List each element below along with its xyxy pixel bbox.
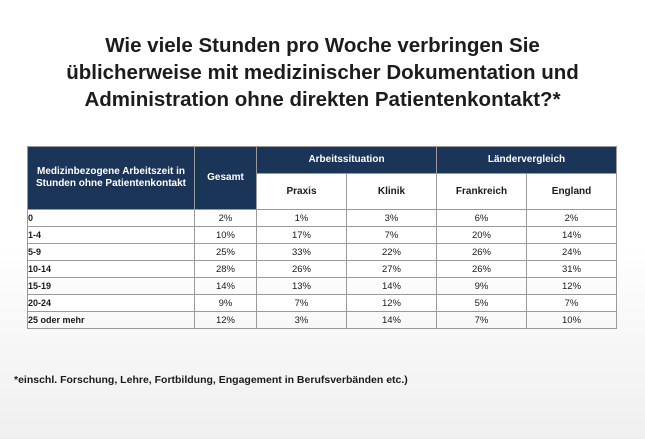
row-label: 0 [27, 209, 195, 227]
value-cell: 2% [525, 209, 618, 227]
value-cell: 22% [346, 243, 437, 261]
table-row: 5-9 25% 33% 22% 26% 24% [27, 243, 618, 261]
value-cell: 9% [436, 277, 527, 295]
footnote: *einschl. Forschung, Lehre, Fortbildung,… [14, 374, 408, 386]
value-cell: 25% [194, 243, 257, 261]
column-header-frankreich: Frankreich [436, 173, 527, 210]
value-cell: 7% [525, 294, 618, 312]
table-row: 15-19 14% 13% 14% 9% 12% [27, 277, 618, 295]
value-cell: 17% [256, 226, 347, 244]
value-cell: 12% [346, 294, 437, 312]
value-cell: 28% [194, 260, 257, 278]
row-label: 1-4 [27, 226, 195, 244]
table-row: 0 2% 1% 3% 6% 2% [27, 209, 618, 227]
value-cell: 26% [436, 243, 527, 261]
row-label: 20-24 [27, 294, 195, 312]
title-line: Wie viele Stunden pro Woche verbringen S… [105, 34, 540, 57]
value-cell: 2% [194, 209, 257, 227]
value-cell: 3% [346, 209, 437, 227]
value-cell: 13% [256, 277, 347, 295]
value-cell: 33% [256, 243, 347, 261]
column-header-praxis: Praxis [256, 173, 347, 210]
column-header-england: England [525, 173, 618, 210]
value-cell: 7% [346, 226, 437, 244]
row-label: 5-9 [27, 243, 195, 261]
header-row-groups: Medizinbezogene Arbeitszeit in Stunden o… [27, 146, 618, 210]
row-header-cell: Medizinbezogene Arbeitszeit in Stunden o… [27, 146, 195, 210]
value-cell: 1% [256, 209, 347, 227]
row-label: 25 oder mehr [27, 311, 195, 329]
value-cell: 7% [256, 294, 347, 312]
table-row: 25 oder mehr 12% 3% 14% 7% 10% [27, 311, 618, 329]
value-cell: 5% [436, 294, 527, 312]
value-cell: 14% [194, 277, 257, 295]
header-row-columns: Praxis Klinik Frankreich England [28, 173, 618, 210]
total-header-cell: Gesamt [194, 146, 257, 210]
value-cell: 27% [346, 260, 437, 278]
value-cell: 26% [436, 260, 527, 278]
column-header-klinik: Klinik [346, 173, 437, 210]
value-cell: 9% [194, 294, 257, 312]
title-line: Administration ohne direkten Patientenko… [84, 88, 561, 111]
group-header-arbeitssituation: Arbeitssituation [256, 146, 437, 174]
table-row: 10-14 28% 26% 27% 26% 31% [27, 260, 618, 278]
row-label: 10-14 [27, 260, 195, 278]
value-cell: 24% [525, 243, 618, 261]
value-cell: 3% [256, 311, 347, 329]
value-cell: 12% [525, 277, 618, 295]
table-row: 20-24 9% 7% 12% 5% 7% [27, 294, 618, 312]
table-body: 0 2% 1% 3% 6% 2% 1-4 10% 17% 7% 20% 14% 5-9 25% 33% 22%… [27, 209, 618, 329]
table-row: 1-4 10% 17% 7% 20% 14% [27, 226, 618, 244]
title-line: üblicherweise mit medizinischer Dokument… [66, 61, 579, 84]
value-cell: 26% [256, 260, 347, 278]
value-cell: 14% [346, 277, 437, 295]
value-cell: 20% [436, 226, 527, 244]
value-cell: 14% [525, 226, 618, 244]
value-cell: 12% [194, 311, 257, 329]
survey-table: Medizinbezogene Arbeitszeit in Stunden o… [27, 146, 618, 329]
value-cell: 10% [525, 311, 618, 329]
group-header-laendervergleich: Ländervergleich [435, 146, 618, 174]
row-label: 15-19 [27, 277, 195, 295]
value-cell: 14% [346, 311, 437, 329]
value-cell: 10% [194, 226, 257, 244]
chart-title: Wie viele Stunden pro Woche verbringen S… [20, 32, 625, 113]
value-cell: 7% [436, 311, 527, 329]
value-cell: 6% [436, 209, 527, 227]
value-cell: 31% [525, 260, 618, 278]
